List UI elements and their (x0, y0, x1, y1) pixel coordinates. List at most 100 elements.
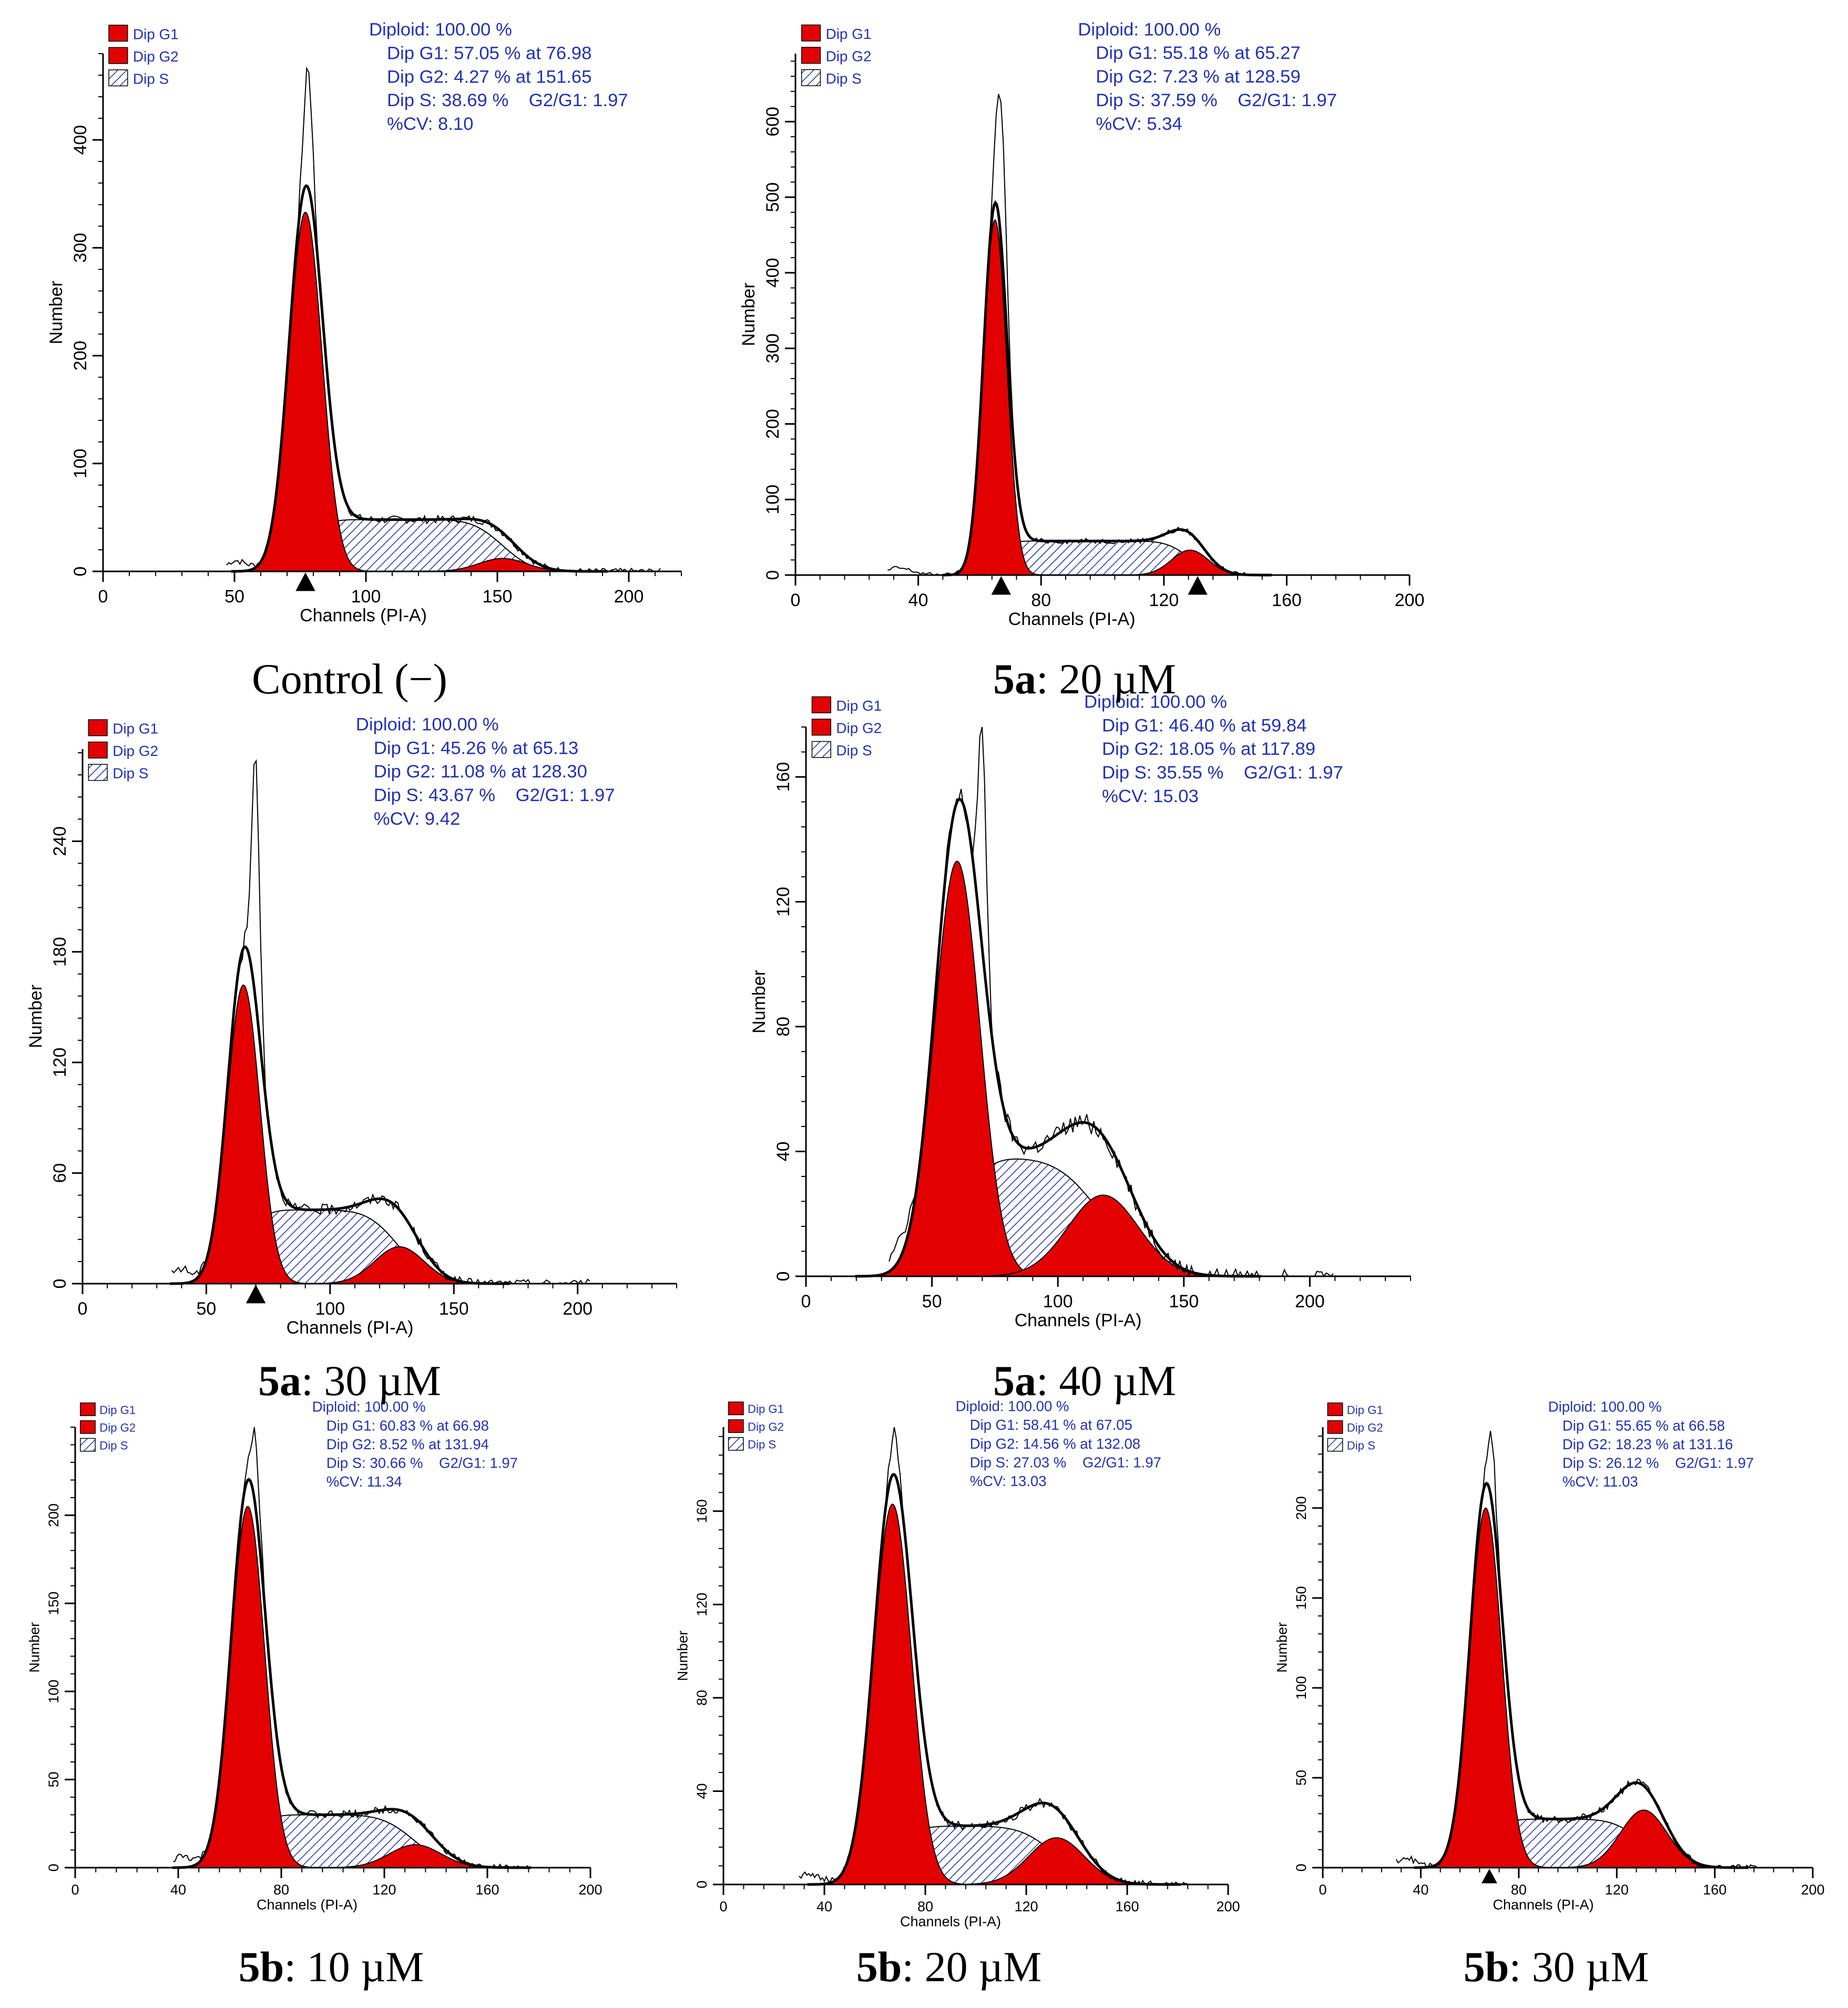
stats-line: %CV: 9.42 (374, 809, 460, 829)
legend-swatch-dip-s (88, 764, 108, 781)
stats-line: Dip S: 43.67 % G2/G1: 1.97 (374, 785, 615, 805)
x-tick-label: 40 (1413, 1882, 1428, 1898)
stats-line: Dip G1: 57.05 % at 76.98 (387, 43, 591, 63)
y-axis-title: Number (1274, 1622, 1290, 1673)
caption-bold: 5a (258, 1357, 302, 1405)
y-tick-label: 160 (694, 1499, 710, 1523)
x-tick-label: 200 (1216, 1899, 1240, 1914)
x-tick-label: 100 (351, 587, 381, 607)
y-tick-label: 200 (46, 1503, 62, 1527)
legend-label-dip-s: Dip S (748, 1438, 776, 1451)
legend-swatch-dip-s (80, 1438, 96, 1452)
y-axis-title: Number (27, 1622, 43, 1673)
stats-line: Dip G2: 8.52 % at 131.94 (326, 1436, 489, 1452)
histogram-panel-5a_20: 0 40 80 120 160 200 0 100 200 300 400 500 600 Channel… (739, 19, 1424, 629)
x-tick-label: 40 (908, 590, 928, 610)
y-tick-label: 200 (763, 409, 783, 439)
legend-label-dip-g2: Dip G2 (133, 48, 179, 65)
caption-5b-30: 5b: 30 µM (1320, 1942, 1793, 1992)
y-tick-label: 500 (763, 182, 783, 212)
y-tick-label: 180 (50, 937, 70, 967)
stats-line: Diploid: 100.00 % (356, 714, 499, 734)
stats-line: %CV: 5.34 (1096, 114, 1182, 134)
caption-5b-20: 5b: 20 µM (712, 1942, 1186, 1992)
y-tick-label: 50 (1293, 1770, 1309, 1786)
mean-marker (295, 572, 315, 591)
stats-line: %CV: 11.34 (326, 1473, 402, 1490)
legend-swatch-dip-g1 (1327, 1402, 1343, 1416)
y-tick-label: 0 (50, 1279, 70, 1289)
y-tick-label: 0 (694, 1880, 710, 1888)
stats-line: %CV: 13.03 (970, 1473, 1047, 1489)
caption-5b-10: 5b: 10 µM (95, 1942, 568, 1992)
caption-bold: 5b (1463, 1943, 1509, 1991)
legend-swatch-dip-g2 (728, 1419, 744, 1433)
y-axis-title: Number (749, 970, 769, 1033)
histogram-panel-5b_20: 0 40 80 120 160 200 0 40 80 120 160 Channels (PI-A)… (675, 1398, 1240, 1930)
histogram-panel-5b_30: 0 40 80 120 160 200 0 50 100 150 200 Channels (PI-A… (1274, 1399, 1825, 1913)
caption-text: : 10 µM (284, 1943, 424, 1991)
y-tick-label: 0 (763, 570, 783, 580)
x-tick-label: 50 (224, 587, 244, 607)
x-tick-label: 50 (922, 1292, 942, 1312)
legend-swatch-dip-g1 (108, 25, 128, 42)
y-tick-label: 0 (46, 1863, 62, 1871)
legend-label-dip-g1: Dip G1 (748, 1402, 784, 1416)
legend-label-dip-g2: Dip G2 (748, 1420, 784, 1433)
raw-data-line (887, 94, 1249, 576)
x-tick-label: 0 (791, 590, 801, 610)
model-fit-line (855, 798, 1262, 1278)
stats-line: Diploid: 100.00 % (1084, 692, 1227, 712)
model-fit-line (807, 1473, 1181, 1886)
x-axis-title: Channels (PI-A) (257, 1897, 358, 1912)
x-tick-label: 160 (475, 1882, 499, 1898)
x-tick-label: 120 (1605, 1882, 1629, 1898)
legend-swatch-dip-g2 (811, 719, 831, 736)
y-tick-label: 40 (773, 1142, 793, 1162)
legend-swatch-dip-g1 (80, 1402, 96, 1416)
stats-line: Dip G1: 60.83 % at 66.98 (326, 1417, 489, 1433)
model-fit-line (172, 1478, 532, 1869)
x-tick-label: 0 (719, 1899, 727, 1914)
y-tick-label: 400 (763, 258, 783, 288)
caption-bold: 5b (856, 1943, 902, 1991)
legend-swatch-dip-s (1327, 1438, 1343, 1452)
stats-line: %CV: 15.03 (1102, 786, 1199, 806)
mean-marker (1188, 576, 1208, 595)
stats-line: Dip G1: 46.40 % at 59.84 (1102, 715, 1306, 735)
histogram-panel-5a_30: 0 50 100 150 200 0 60 120 180 240 Channels (PI-A) N… (26, 714, 677, 1338)
dip-g1-peak (942, 219, 1048, 576)
x-tick-label: 0 (801, 1292, 811, 1312)
x-tick-label: 160 (1272, 590, 1302, 610)
mean-marker (991, 576, 1011, 595)
caption-5a-30: 5a: 30 µM (113, 1356, 586, 1406)
legend-swatch-dip-g1 (811, 696, 831, 713)
legend-label-dip-g2: Dip G2 (113, 743, 158, 759)
x-axis-title: Channels (PI-A) (1008, 609, 1136, 629)
y-tick-label: 100 (46, 1679, 62, 1703)
model-fit-line (942, 200, 1272, 577)
y-tick-label: 80 (694, 1690, 710, 1706)
legend-label-dip-s: Dip S (133, 70, 169, 87)
legend-label-dip-g1: Dip G1 (133, 26, 179, 42)
y-tick-label: 600 (763, 107, 783, 137)
stats-line: Dip S: 26.12 % G2/G1: 1.97 (1563, 1455, 1754, 1471)
caption-5a-40: 5a: 40 µM (848, 1356, 1321, 1406)
stats-line: Dip G2: 18.23 % at 131.16 (1563, 1436, 1733, 1452)
legend-label-dip-s: Dip S (113, 765, 148, 782)
caption-5a-20: 5a: 20 µM (848, 654, 1321, 704)
y-tick-label: 160 (773, 762, 793, 792)
legend-label-dip-g1: Dip G1 (113, 721, 158, 737)
y-tick-label: 40 (694, 1783, 710, 1799)
x-tick-label: 200 (1295, 1292, 1325, 1312)
x-tick-label: 0 (98, 587, 108, 607)
legend-label-dip-g2: Dip G2 (99, 1421, 136, 1435)
y-axis-title: Number (26, 985, 46, 1048)
histogram-panel-5b_10: 0 40 80 120 160 200 0 50 100 150 200 Channels (PI-A… (27, 1399, 603, 1913)
y-tick-label: 150 (46, 1592, 62, 1615)
stats-line: Dip S: 27.03 % G2/G1: 1.97 (970, 1454, 1161, 1470)
legend-label-dip-g2: Dip G2 (836, 720, 882, 736)
legend-label-dip-g1: Dip G1 (99, 1403, 136, 1417)
